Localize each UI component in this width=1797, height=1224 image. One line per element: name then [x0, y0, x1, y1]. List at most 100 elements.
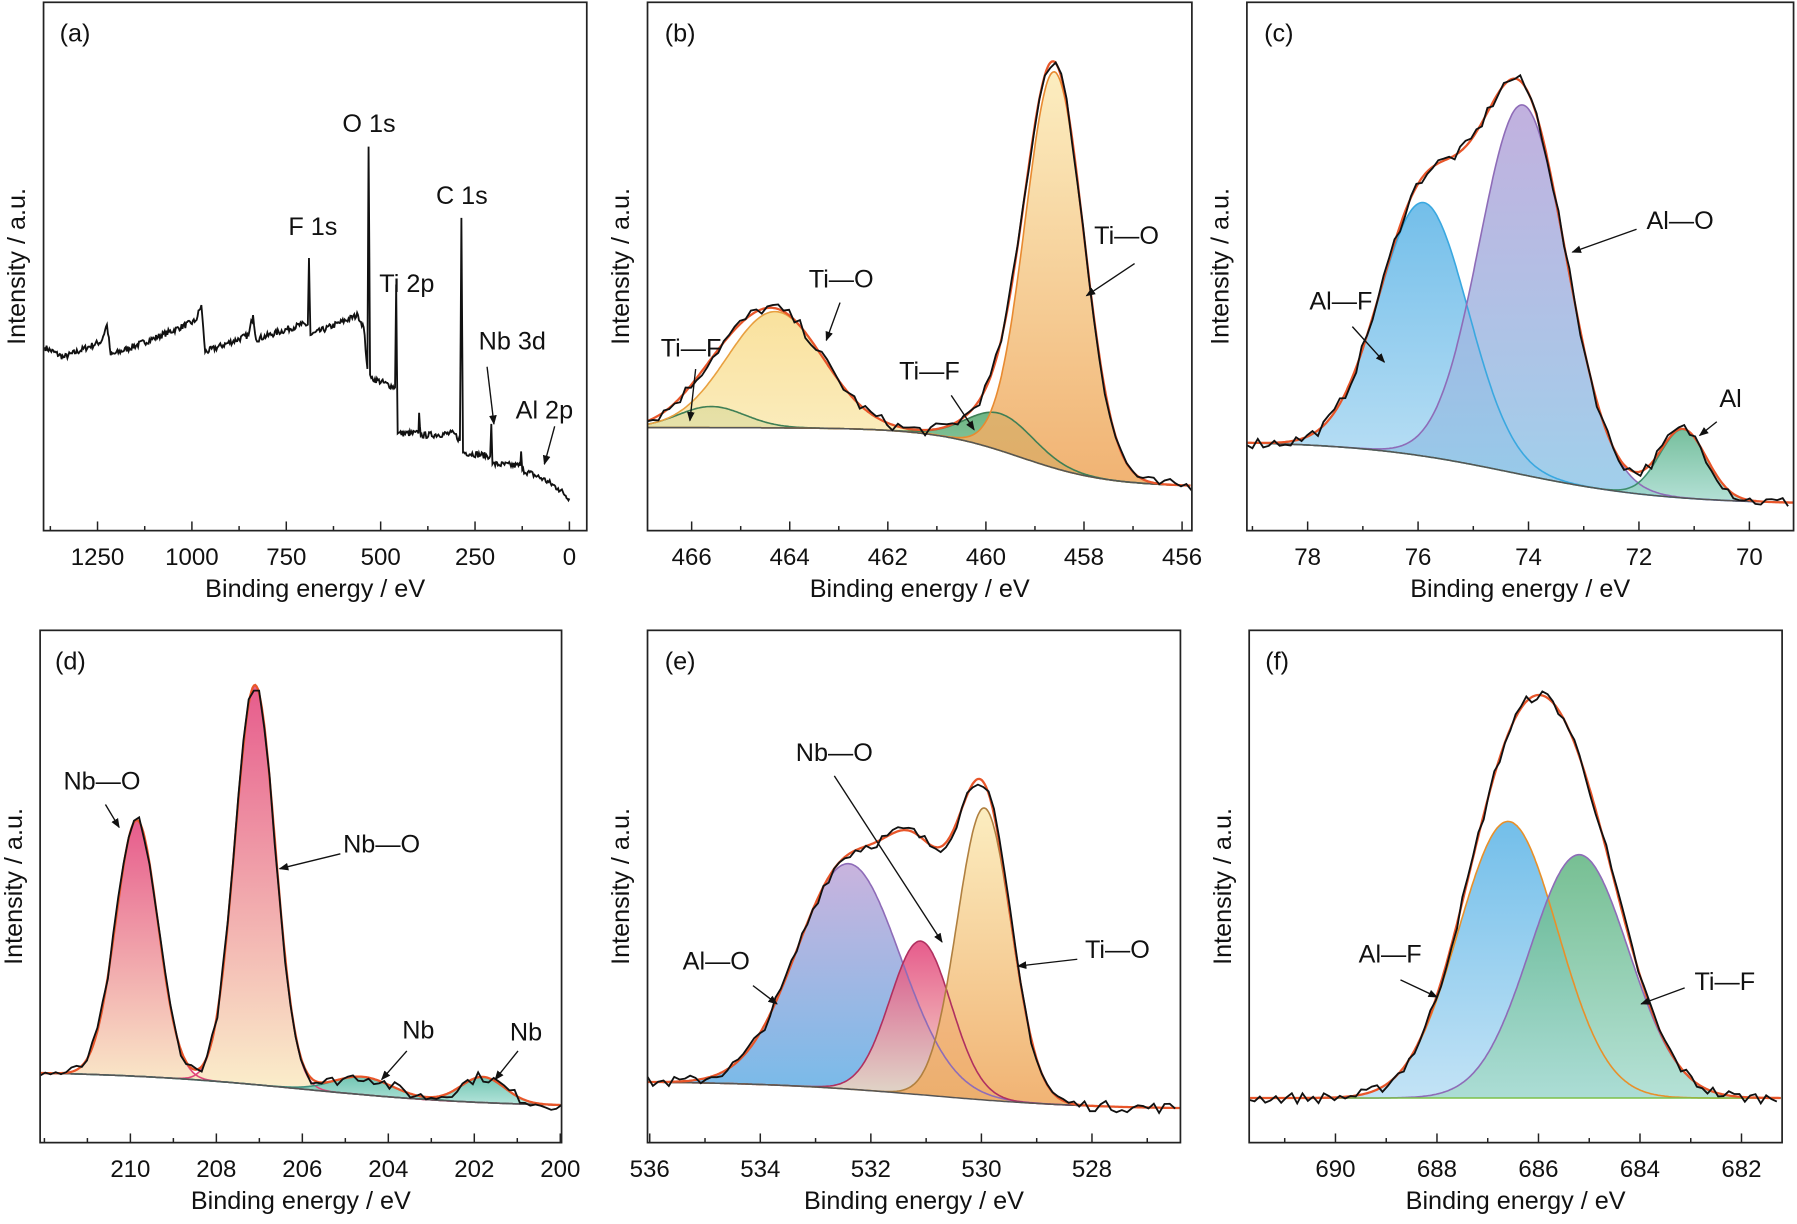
plot-area-d — [40, 683, 562, 1111]
annotation-arrow — [752, 985, 778, 1005]
panel-label: (c) — [1264, 19, 1293, 47]
y-axis-title: Intensity / a.u. — [607, 808, 635, 965]
x-tick-label: 204 — [368, 1156, 408, 1183]
survey-spectrum-line — [43, 146, 571, 503]
axes-frame — [42, 1, 588, 532]
y-axis-title: Intensity / a.u. — [3, 188, 31, 345]
x-tick-label: 250 — [455, 544, 495, 571]
annotation-arrow — [1016, 958, 1078, 969]
annotation-arrow — [380, 1050, 408, 1081]
peak-annotation: Al — [1719, 385, 1741, 413]
x-tick-label: 536 — [630, 1156, 670, 1183]
x-axis-title: Binding energy / eV — [804, 1187, 1024, 1215]
peak-annotation: F 1s — [288, 213, 337, 241]
peak-annotation: Nb — [402, 1016, 434, 1044]
panel-label: (b) — [665, 19, 696, 47]
experimental-spectrum-line — [1249, 690, 1778, 1106]
experimental-spectrum-line — [40, 689, 562, 1111]
peak-annotation: Ti—F — [899, 357, 960, 385]
plot-area-b — [647, 60, 1192, 492]
peak-annotation: Al—O — [683, 948, 750, 976]
x-tick-label: 534 — [740, 1156, 780, 1183]
peak-annotation: Nb—O — [796, 739, 873, 767]
plot-area-e — [647, 777, 1181, 1115]
annotation-arrow — [486, 366, 497, 426]
x-axis-title: Binding energy / eV — [1406, 1187, 1626, 1215]
x-tick-label: 532 — [851, 1156, 891, 1183]
peak-annotation: Nb 3d — [479, 328, 546, 356]
peak-annotation: C 1s — [436, 182, 488, 210]
x-tick-label: 750 — [266, 544, 306, 571]
fit-envelope-line — [647, 777, 1181, 1110]
panel-f: 690 688 686 684 682 Binding energy / eV Intens… — [1209, 629, 1783, 1215]
annotation-arrow — [825, 302, 841, 342]
x-tick-label: 72 — [1626, 544, 1653, 571]
x-tick-label: 202 — [454, 1156, 494, 1183]
annotation-arrow — [1640, 987, 1685, 1005]
annotation-arrow — [104, 804, 120, 829]
axes-frame — [1246, 1, 1795, 532]
panel-b: 466 464 462 460 458 456 Binding energy / eV Int… — [607, 1, 1202, 603]
x-tick-label: 78 — [1294, 544, 1321, 571]
peak-annotation: Ti—O — [1094, 222, 1159, 250]
y-axis-title: Intensity / a.u. — [1207, 188, 1235, 345]
x-tick-label: 76 — [1405, 544, 1432, 571]
axes-frame — [646, 629, 1182, 1144]
panel-c: 78 76 74 72 70 Binding energy / eV Intensity /… — [1207, 1, 1795, 603]
x-tick-label: 74 — [1515, 544, 1542, 571]
component-fill-Nb—O — [647, 941, 1181, 1109]
panel-e: 536 534 532 530 528 Binding energy / eV Intens… — [607, 629, 1182, 1215]
panel-a: 1250 1000 750 500 250 0 Binding energy / eV Int… — [3, 1, 588, 603]
annotation-arrow — [1571, 228, 1637, 253]
peak-annotation: Ti—O — [809, 266, 874, 294]
x-tick-label: 686 — [1518, 1156, 1558, 1183]
x-tick-label: 210 — [110, 1156, 150, 1183]
component-fill-Ti—O — [647, 71, 1191, 486]
peak-annotation: Ti—F — [1694, 968, 1755, 996]
annotation-arrow — [542, 426, 556, 466]
component-fill-Al — [1246, 429, 1794, 503]
x-tick-label: 462 — [868, 544, 908, 571]
x-tick-label: 0 — [563, 544, 576, 571]
x-tick-label: 456 — [1162, 544, 1202, 571]
annotation-arrow — [1085, 263, 1135, 297]
component-fill-Nb—O — [40, 820, 561, 1106]
x-tick-label: 684 — [1620, 1156, 1660, 1183]
peak-annotation: Al—F — [1359, 941, 1422, 969]
peak-annotation: Al—O — [1646, 207, 1713, 235]
annotation-arrow — [278, 853, 341, 871]
annotation-arrow — [1351, 326, 1386, 363]
annotation-arrow — [833, 775, 943, 943]
peak-annotation: Ti—F — [661, 334, 722, 362]
panel-label: (d) — [55, 647, 86, 675]
axes-frame — [646, 1, 1193, 532]
panel-d: 210 208 206 204 202 200 Binding energy / eV Int… — [0, 629, 580, 1215]
peak-annotation: Ti 2p — [379, 270, 434, 298]
x-axis-title: Binding energy / eV — [1410, 575, 1630, 603]
component-fill-Al—O — [647, 863, 1181, 1109]
x-tick-label: 458 — [1064, 544, 1104, 571]
x-tick-label: 70 — [1736, 544, 1763, 571]
peak-annotation: Al 2p — [516, 396, 573, 424]
background-line — [1246, 442, 1794, 504]
annotation-arrow — [494, 1050, 519, 1081]
annotation-arrow — [1698, 421, 1718, 437]
annotation-arrow — [1400, 979, 1439, 998]
x-tick-label: 208 — [196, 1156, 236, 1183]
x-tick-label: 500 — [361, 544, 401, 571]
x-tick-label: 466 — [672, 544, 712, 571]
plot-area-f — [1249, 690, 1781, 1106]
peak-annotation: Nb — [510, 1019, 542, 1047]
x-tick-label: 682 — [1721, 1156, 1761, 1183]
x-tick-label: 530 — [961, 1156, 1001, 1183]
panel-label: (f) — [1265, 647, 1289, 675]
x-tick-label: 464 — [770, 544, 810, 571]
x-axis-title: Binding energy / eV — [205, 575, 425, 603]
x-axis-title: Binding energy / eV — [810, 575, 1030, 603]
background-line — [40, 1072, 561, 1106]
axes-frame — [1248, 629, 1783, 1144]
peak-annotation: Ti—O — [1085, 936, 1150, 964]
peak-annotation: Al—F — [1309, 287, 1372, 315]
background-line — [647, 426, 1191, 487]
